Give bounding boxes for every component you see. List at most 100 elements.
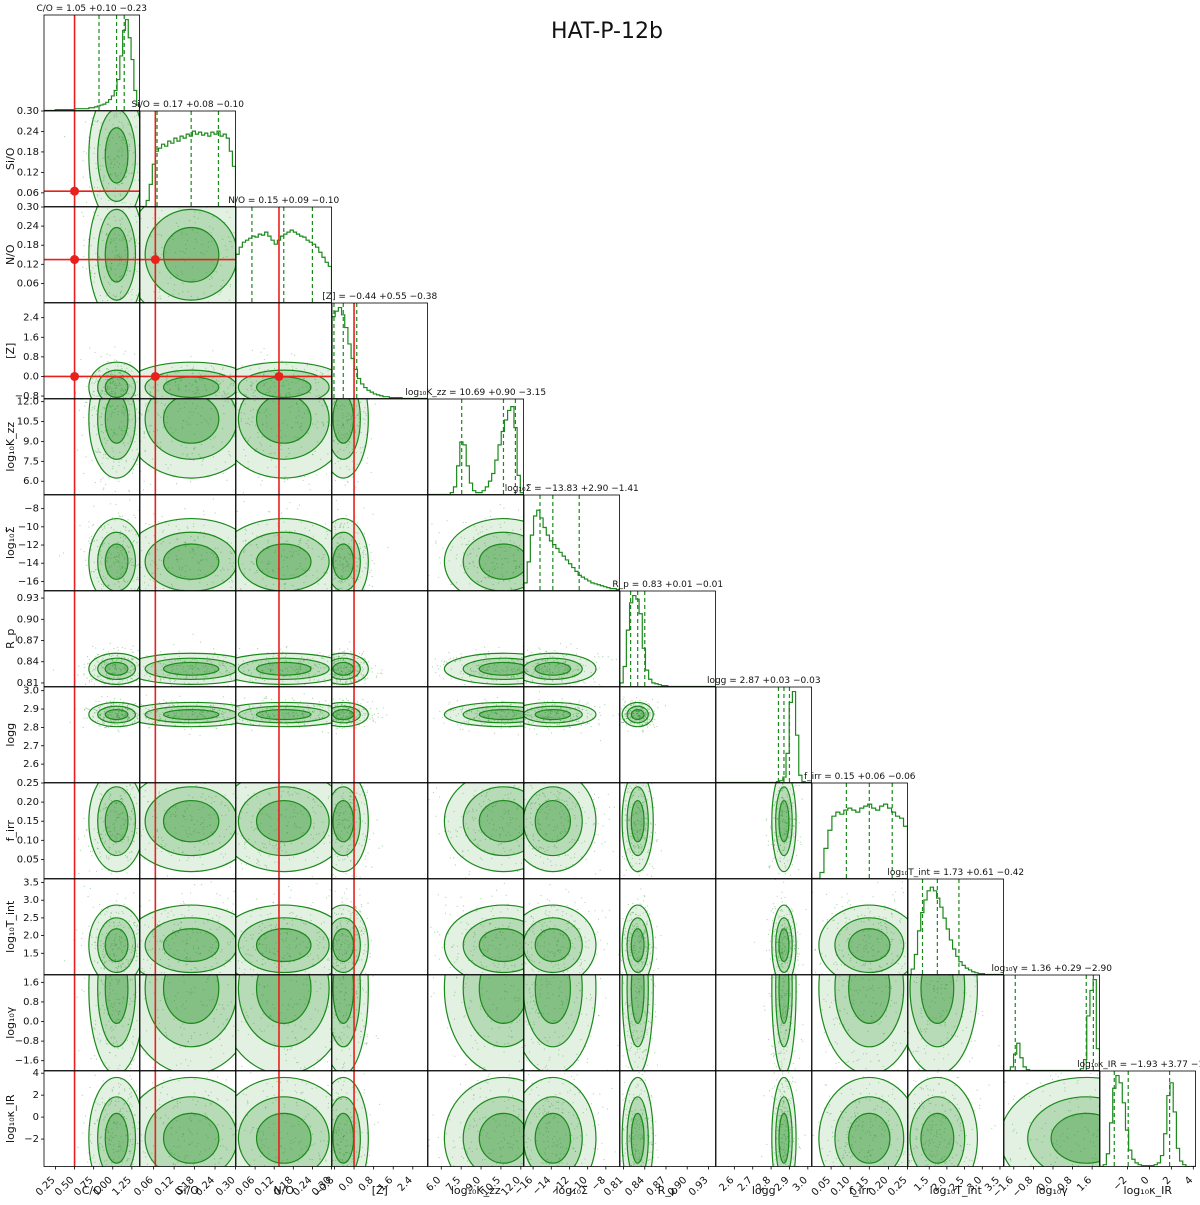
histogram-si-o xyxy=(140,131,236,206)
xtick-label-log10-kzz: 6.0 xyxy=(424,1175,443,1194)
contour-3-z-vs-log10-tint xyxy=(333,929,353,962)
ytick-label-rp: 0.87 xyxy=(17,636,39,647)
contour-3-log10-kzz-vs-log10-sigma xyxy=(479,544,527,579)
panel-frame xyxy=(332,303,428,399)
xtick-label-log10-gamma: 1.6 xyxy=(1075,1175,1094,1194)
truth-point-si-o-vs-z xyxy=(151,372,160,381)
panel-log-g-vs-log10-gamma xyxy=(716,833,812,1147)
contour-3-n-o-vs-log10-tint xyxy=(257,929,311,962)
ytick-label-log10-tint: 2.0 xyxy=(23,931,39,942)
panel-title-log10-sigma: log₁₀Σ̃ = −13.83 +2.90 −1.41 xyxy=(505,484,639,494)
ytick-label-log-g: 2.6 xyxy=(23,759,39,770)
contour-3-c-o-vs-log10-kappa-ir xyxy=(105,1113,128,1163)
panel-frame xyxy=(716,879,812,975)
xlabel-log10-kzz: log₁₀K_zz xyxy=(451,1184,501,1197)
truth-point-c-o-vs-n-o xyxy=(70,255,79,264)
ytick-label-log10-tint: 3.0 xyxy=(23,895,39,906)
panel-frame xyxy=(716,975,812,1071)
contour-3-c-o-vs-n-o xyxy=(105,228,128,282)
ytick-label-log10-gamma: 1.6 xyxy=(23,977,39,988)
hist-panel-si-o: Si/O = 0.17 +0.08 −0.10 xyxy=(131,100,244,207)
contour-3-rp-vs-log-g xyxy=(631,710,644,720)
contour-3-rp-vs-log10-tint xyxy=(631,929,644,962)
contour-3-log10-kzz-vs-log-g xyxy=(479,710,527,720)
xtick-label-f-irr: 0.25 xyxy=(886,1175,910,1199)
ylabel-log10-tint: log₁₀T_int xyxy=(4,900,17,953)
histogram-c-o xyxy=(44,20,140,111)
xlabel-log10-sigma: log₁₀Σ̃ xyxy=(555,1184,588,1197)
panel-title-f-irr: f_irr = 0.15 +0.06 −0.06 xyxy=(804,772,916,782)
contour-3-f-irr-vs-log10-kappa-ir xyxy=(849,1113,890,1163)
panel-log10-kzz-vs-log-g xyxy=(385,687,609,783)
ytick-label-z: 0.8 xyxy=(23,352,39,363)
panel-frame xyxy=(716,1071,812,1167)
hist-panel-n-o: N/O = 0.15 +0.09 −0.10 xyxy=(228,196,339,303)
contour-3-n-o-vs-log10-kappa-ir xyxy=(257,1113,311,1163)
truth-point-c-o-vs-z xyxy=(70,372,79,381)
ytick-label-n-o: 0.30 xyxy=(17,202,39,213)
contour-3-n-o-vs-f-irr xyxy=(257,801,311,842)
panel-n-o-vs-log-g xyxy=(159,687,378,783)
panel-log10-sigma-vs-log-g xyxy=(487,687,628,783)
contour-3-log10-sigma-vs-log10-tint xyxy=(535,929,570,962)
contour-3-si-o-vs-rp xyxy=(164,662,219,675)
hist-panel-log10-sigma: log₁₀Σ̃ = −13.83 +2.90 −1.41 xyxy=(505,484,639,591)
xlabel-z: [Z] xyxy=(372,1184,388,1197)
panel-frame xyxy=(620,687,716,783)
panel-frame xyxy=(428,399,524,495)
xtick-label-si-o: 0.12 xyxy=(153,1175,177,1199)
xlabel-log-g: logg xyxy=(752,1184,776,1197)
panel-frame xyxy=(812,783,908,879)
ylabel-log10-kzz: log₁₀K_zz xyxy=(4,422,17,472)
ytick-label-n-o: 0.18 xyxy=(17,240,39,251)
xtick-label-log-g: 3.0 xyxy=(791,1175,810,1194)
ytick-label-f-irr: 0.05 xyxy=(17,854,39,865)
ytick-label-log10-gamma: −1.6 xyxy=(15,1056,39,1067)
ytick-label-f-irr: 0.20 xyxy=(17,797,39,808)
histogram-z xyxy=(332,308,428,399)
ylabel-z: [Z] xyxy=(4,343,17,359)
panel-c-o-vs-rp: 0.810.840.870.900.93R_p xyxy=(4,591,168,699)
contour-3-n-o-vs-rp xyxy=(257,662,311,675)
hist-panel-z: [Z] = −0.44 +0.55 −0.38 xyxy=(322,292,437,399)
ylabel-log10-kappa-ir: log₁₀κ_IR xyxy=(4,1094,17,1143)
ytick-label-rp: 0.90 xyxy=(17,614,39,625)
ytick-label-log10-kzz: 10.5 xyxy=(17,417,39,428)
ylabel-si-o: Si/O xyxy=(4,147,17,170)
ytick-label-log-g: 2.9 xyxy=(23,704,39,715)
contour-3-log10-gamma-vs-log10-kappa-ir xyxy=(1051,1113,1121,1163)
histogram-log10-kzz xyxy=(428,407,524,495)
contour-3-si-o-vs-log10-tint xyxy=(164,929,219,962)
xlabel-c-o: C/O xyxy=(82,1184,102,1197)
hist-panel-rp: R_p = 0.83 +0.01 −0.01 xyxy=(612,580,723,687)
ytick-label-si-o: 0.12 xyxy=(17,167,39,178)
contour-3-si-o-vs-log-g xyxy=(164,710,219,720)
xtick-label-rp: 0.93 xyxy=(687,1175,711,1199)
hist-panel-log10-tint: log₁₀T_int = 1.73 +0.61 −0.42 xyxy=(887,868,1024,975)
xlabel-si-o: Si/O xyxy=(177,1184,200,1197)
contour-3-z-vs-log10-kappa-ir xyxy=(333,1113,353,1163)
ylabel-log10-sigma: log₁₀Σ̃ xyxy=(4,526,17,559)
panel-title-si-o: Si/O = 0.17 +0.08 −0.10 xyxy=(131,100,244,110)
ytick-label-si-o: 0.06 xyxy=(17,188,39,199)
contour-3-log10-sigma-vs-log-g xyxy=(535,710,570,720)
xlabel-n-o: N/O xyxy=(273,1184,294,1197)
hist-panel-c-o: C/O = 1.05 +0.10 −0.23 xyxy=(36,4,147,111)
xtick-label-f-irr: 0.20 xyxy=(867,1175,891,1199)
xtick-label-log10-kappa-ir: 4 xyxy=(1183,1175,1195,1187)
xtick-label-n-o: 0.24 xyxy=(291,1175,315,1199)
xtick-label-c-o: 1.25 xyxy=(110,1175,134,1199)
contour-3-si-o-vs-log10-kzz xyxy=(164,395,219,443)
contour-3-c-o-vs-z xyxy=(105,377,128,397)
ylabel-log-g: logg xyxy=(4,723,17,747)
panel-frame xyxy=(44,687,140,783)
histogram-rp xyxy=(620,596,716,687)
ytick-label-f-irr: 0.15 xyxy=(17,816,39,827)
ytick-label-log10-sigma: −14 xyxy=(18,558,39,569)
panel-title-log10-gamma: log₁₀γ = 1.36 +0.29 −2.90 xyxy=(992,964,1113,974)
ytick-label-log-g: 2.7 xyxy=(23,741,39,752)
ytick-label-rp: 0.93 xyxy=(17,593,39,604)
contour-3-rp-vs-log10-kappa-ir xyxy=(631,1113,644,1163)
contour-3-rp-vs-f-irr xyxy=(631,801,644,842)
